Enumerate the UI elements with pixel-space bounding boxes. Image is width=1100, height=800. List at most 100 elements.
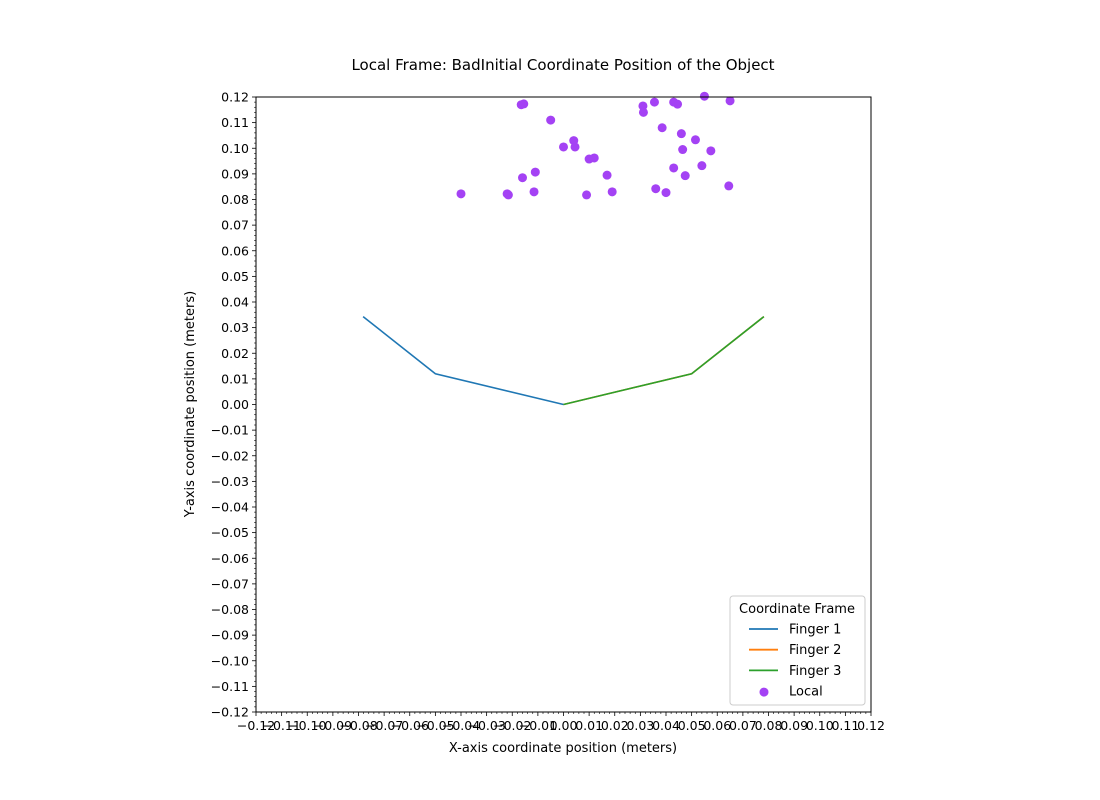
y-tick-label: 0.11: [221, 115, 249, 130]
series-line-finger-3: [563, 315, 765, 406]
legend-label: Finger 1: [789, 623, 841, 638]
scatter-point: [697, 161, 707, 171]
plot-lines: [362, 315, 765, 406]
legend-item-local: Local: [759, 685, 823, 700]
y-tick-label: 0.00: [221, 397, 249, 412]
scatter-point: [519, 99, 529, 109]
plot-points: [456, 91, 735, 200]
scatter-point: [706, 146, 716, 156]
y-tick-label: −0.01: [211, 423, 249, 438]
x-tick-label: −0.06: [391, 718, 429, 733]
scatter-point: [669, 163, 679, 173]
scatter-point: [602, 170, 612, 180]
y-tick-label: 0.01: [221, 371, 249, 386]
x-tick-label: −0.07: [365, 718, 403, 733]
scatter-point: [673, 99, 683, 109]
scatter-point: [589, 153, 599, 163]
x-tick-label: −0.12: [237, 718, 275, 733]
scatter-point: [678, 145, 688, 155]
y-axis-label: Y-axis coordinate position (meters): [183, 291, 198, 518]
legend-label: Finger 2: [789, 643, 841, 658]
scatter-point: [582, 190, 592, 200]
scatter-point: [699, 91, 709, 101]
x-tick-label: −0.03: [467, 718, 505, 733]
y-tick-label: 0.12: [221, 90, 249, 105]
legend-label: Finger 3: [789, 664, 841, 679]
scatter-point: [676, 129, 686, 139]
y-tick-label: −0.08: [211, 602, 249, 617]
y-axis: −0.12 −0.11 −0.10 −0.09 −0.08 −0.07 −0.06 −0.05…: [211, 90, 256, 720]
x-tick-label: −0.05: [416, 718, 454, 733]
series-line-finger-2: [563, 315, 765, 406]
y-tick-label: −0.03: [211, 474, 249, 489]
y-tick-label: −0.09: [211, 628, 249, 643]
y-tick-label: 0.09: [221, 166, 249, 181]
x-axis: −0.12−0.11−0.10−0.09−0.08−0.07−0.06−0.05…: [237, 712, 885, 733]
scatter-point: [651, 184, 661, 194]
scatter-point: [518, 173, 527, 183]
scatter-point: [530, 167, 540, 177]
x-tick-label: 0.08: [755, 718, 783, 733]
legend-title: Coordinate Frame: [739, 602, 855, 617]
x-tick-label: 0.09: [780, 718, 808, 733]
series-line-finger-1: [362, 315, 564, 406]
y-tick-label: 0.06: [221, 243, 249, 258]
y-tick-label: −0.07: [211, 576, 249, 591]
x-tick-label: 0.03: [626, 718, 654, 733]
x-tick-label: −0.04: [442, 718, 480, 733]
y-tick-label: 0.08: [221, 192, 249, 207]
x-tick-label: 0.00: [550, 718, 578, 733]
legend-item-finger-2: Finger 2: [749, 643, 841, 658]
x-tick-label: 0.01: [575, 718, 603, 733]
scatter-point: [657, 123, 667, 133]
y-tick-label: −0.06: [211, 551, 249, 566]
chart-title: Local Frame: BadInitial Coordinate Posit…: [351, 56, 774, 74]
scatter-point: [661, 188, 671, 198]
y-tick-label: −0.02: [211, 448, 249, 463]
scatter-point: [638, 101, 648, 111]
x-tick-label: 0.04: [652, 718, 680, 733]
x-tick-label: 0.07: [729, 718, 757, 733]
y-tick-label: 0.10: [221, 141, 249, 156]
legend-items: Finger 1 Finger 2 Finger 3 Local: [749, 623, 841, 700]
y-tick-label: −0.05: [211, 525, 249, 540]
legend-swatch: [759, 687, 769, 697]
scatter-point: [546, 115, 556, 125]
y-tick-label: −0.10: [211, 653, 249, 668]
x-tick-label: −0.11: [262, 718, 300, 733]
scatter-point: [529, 187, 539, 197]
legend-box: [729, 595, 866, 706]
x-tick-label: −0.02: [493, 718, 531, 733]
x-axis-label: X-axis coordinate position (meters): [449, 741, 677, 756]
x-tick-label: 0.02: [601, 718, 629, 733]
y-tick-label: 0.02: [221, 346, 249, 361]
legend-item-finger-1: Finger 1: [749, 623, 841, 638]
x-tick-label: −0.01: [519, 718, 557, 733]
y-tick-label: 0.07: [221, 218, 249, 233]
y-tick-label: −0.11: [211, 679, 249, 694]
y-tick-label: 0.03: [221, 320, 249, 335]
scatter-point: [690, 135, 700, 145]
x-tick-label: −0.08: [339, 718, 377, 733]
x-tick-label: −0.09: [314, 718, 352, 733]
scatter-point: [725, 96, 735, 106]
y-tick-label: 0.04: [221, 295, 249, 310]
scatter-point: [559, 142, 568, 152]
legend-item-finger-3: Finger 3: [749, 664, 841, 679]
x-tick-label: −0.10: [288, 718, 326, 733]
x-tick-label: 0.11: [831, 718, 859, 733]
y-tick-label: −0.04: [211, 500, 249, 515]
x-tick-label: 0.12: [857, 718, 885, 733]
scatter-point: [649, 97, 659, 107]
x-tick-label: 0.10: [806, 718, 834, 733]
legend-label: Local: [789, 685, 823, 700]
scatter-point: [680, 171, 690, 181]
scatter-point: [638, 107, 648, 117]
scatter-point: [503, 190, 513, 200]
scatter-point: [607, 187, 617, 197]
scatter-point: [570, 142, 580, 152]
x-tick-label: 0.05: [678, 718, 706, 733]
x-tick-label: 0.06: [703, 718, 731, 733]
